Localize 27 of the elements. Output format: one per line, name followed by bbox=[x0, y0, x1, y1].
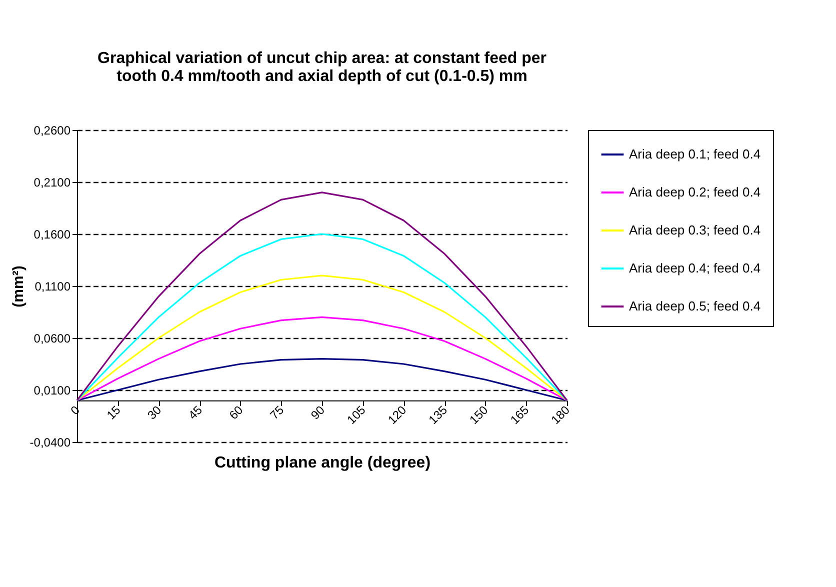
legend-label: Aria deep 0.3; feed 0.4 bbox=[629, 222, 761, 238]
x-tick-label: 60 bbox=[226, 402, 246, 422]
x-tick-label: 90 bbox=[308, 402, 328, 422]
y-tick-label: 0,1100 bbox=[34, 280, 71, 294]
legend-label: Aria deep 0.1; feed 0.4 bbox=[629, 146, 761, 162]
y-tick-label: 0,2600 bbox=[34, 124, 71, 138]
legend-label: Aria deep 0.4; feed 0.4 bbox=[629, 260, 761, 276]
chart-title: Graphical variation of uncut chip area: at constant feed per tooth 0.4 mm/tooth and axial depth of cut (0.1-0.5) mm bbox=[98, 50, 546, 85]
y-tick-label: 0,0600 bbox=[34, 332, 71, 346]
x-tick-label: 120 bbox=[385, 402, 410, 428]
x-tick-label: 150 bbox=[466, 402, 492, 428]
legend-label: Aria deep 0.5; feed 0.4 bbox=[629, 298, 761, 314]
y-axis-title: (mm²) bbox=[10, 266, 27, 308]
x-tick-label: 45 bbox=[186, 402, 206, 422]
x-tick-label: 75 bbox=[267, 402, 287, 422]
y-tick-label: 0,1600 bbox=[34, 228, 71, 242]
x-tick-label: 30 bbox=[144, 402, 164, 422]
x-tick-label: 135 bbox=[426, 402, 450, 428]
y-tick-label: 0,2100 bbox=[34, 176, 71, 190]
x-axis-title: Cutting plane angle (degree) bbox=[214, 454, 431, 472]
y-tick-label: 0,0100 bbox=[34, 384, 71, 398]
x-tick-label: 180 bbox=[548, 402, 573, 428]
y-tick-label: -0,0400 bbox=[30, 436, 71, 450]
x-tick-label: 105 bbox=[344, 402, 369, 428]
legend-label: Aria deep 0.2; feed 0.4 bbox=[629, 184, 761, 200]
x-tick-label: 15 bbox=[104, 402, 124, 422]
x-tick-label: 165 bbox=[508, 402, 532, 428]
